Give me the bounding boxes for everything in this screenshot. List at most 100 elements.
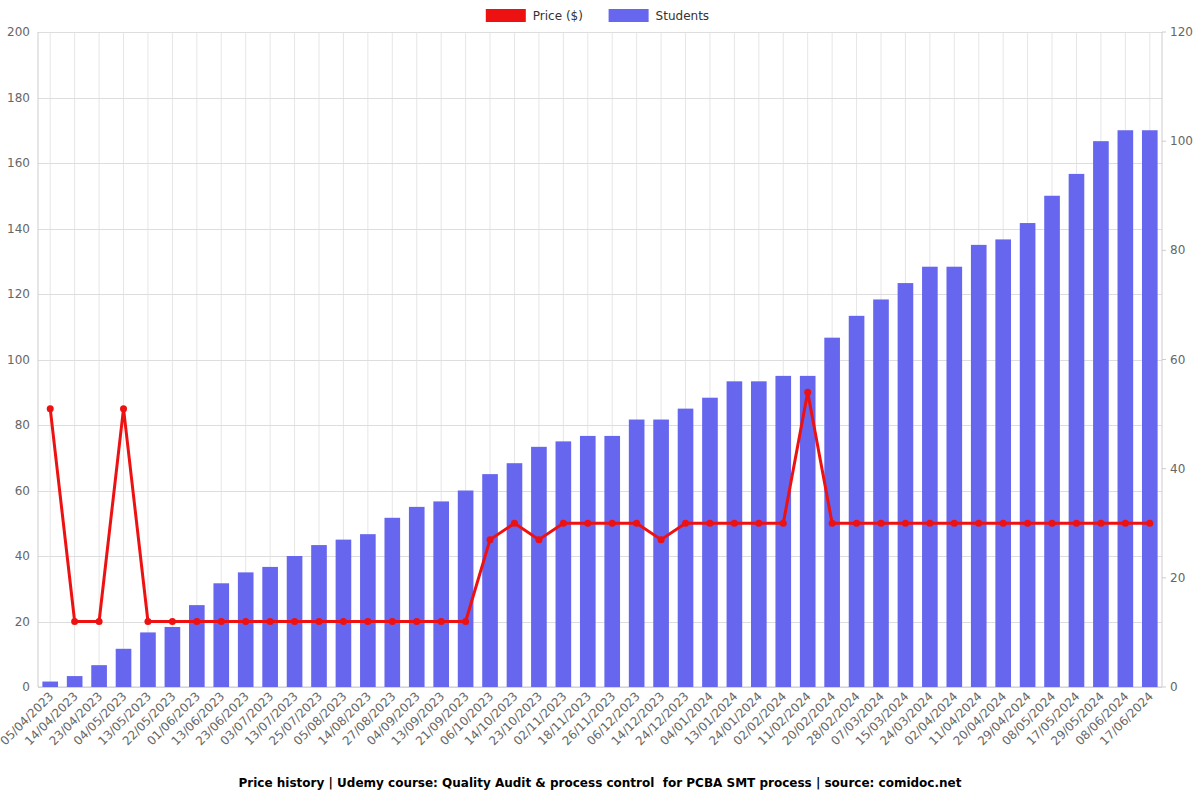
y-tick-label: 180 [7,91,30,105]
y-grid-line [38,360,1162,361]
y2-tick [1162,577,1166,578]
line-marker [462,618,469,625]
legend-swatch [486,9,526,22]
x-grid-line [99,32,100,687]
line-marker [511,520,518,527]
x-axis-line [38,687,1162,688]
line-marker [682,520,689,527]
y2-tick-label: 120 [1170,25,1193,39]
line-marker [340,618,347,625]
line-marker [780,520,787,527]
line-marker [1024,520,1031,527]
x-grid-line [196,32,197,687]
bar [1069,174,1085,687]
line-marker [853,520,860,527]
bar [580,436,596,687]
y-tick-label: 80 [15,418,30,432]
bar [727,381,743,687]
y2-tick [1162,359,1166,360]
bar [482,474,498,687]
line-marker [267,618,274,625]
bar-series [42,130,1157,687]
y2-tick [1162,141,1166,142]
bar [189,605,205,687]
line-marker [169,618,176,625]
line-marker [584,520,591,527]
y2-tick [1162,687,1166,688]
y2-tick-label: 80 [1170,243,1185,257]
line-marker [364,618,371,625]
line-marker [291,618,298,625]
bar [971,245,987,687]
y-tick-label: 120 [7,287,30,301]
bar [458,491,474,688]
line-marker [658,536,665,543]
y2-tick [1162,250,1166,251]
line-marker [878,520,885,527]
bar [1044,196,1060,687]
bar [1118,130,1134,687]
legend: Price ($) Students [486,9,709,23]
y-grid-line [38,556,1162,557]
y-grid-line [38,294,1162,295]
y-tick-label: 200 [7,25,30,39]
line-series [47,389,1154,625]
bar [922,267,938,687]
y-tick-label: 40 [15,549,30,563]
bar [898,283,914,687]
bar [775,376,791,687]
y2-tick-label: 60 [1170,353,1185,367]
bar [653,420,669,687]
x-grid-line [172,32,173,687]
bar [42,682,58,687]
bar [409,507,425,687]
bar [507,463,523,687]
line-marker [755,520,762,527]
x-grid-line [74,32,75,687]
x-tick-label: 17/06/2024 [1097,689,1156,748]
x-grid-line [147,32,148,687]
y-grid-line [38,491,1162,492]
legend-label: Price ($) [533,9,583,23]
bar [433,501,449,687]
y2-tick [1162,468,1166,469]
y-tick-label: 60 [15,484,30,498]
grid [38,32,1162,688]
bar [238,572,254,687]
line-marker [609,520,616,527]
y-grid-line [38,425,1162,426]
line-marker [316,618,323,625]
line-marker [804,389,811,396]
y2-tick [1162,32,1166,33]
y2-tick-label: 20 [1170,571,1185,585]
bar [67,676,83,687]
y2-tick-label: 40 [1170,462,1185,476]
line-marker [413,618,420,625]
line-marker [926,520,933,527]
line-marker [1073,520,1080,527]
bar [946,267,962,687]
bar [311,545,327,687]
line-marker [902,520,909,527]
bar [995,239,1011,687]
line-marker [951,520,958,527]
y-axis-line [38,32,39,687]
chart: 0204060801001201401601802000204060801001… [0,0,1200,800]
y-grid-line [38,32,1162,33]
bar [556,441,572,687]
title: Price history | Udemy course: Quality Au… [239,776,962,790]
line-marker [96,618,103,625]
bar [849,316,865,687]
bar [140,632,156,687]
bar [384,518,400,687]
line-marker [487,536,494,543]
line-marker [535,536,542,543]
bar [1142,130,1158,687]
line-marker [1146,520,1153,527]
y-grid-line [38,98,1162,99]
bar [824,338,840,687]
line-marker [193,618,200,625]
bar [1020,223,1036,687]
legend-label: Students [656,9,710,23]
bar [91,665,107,687]
